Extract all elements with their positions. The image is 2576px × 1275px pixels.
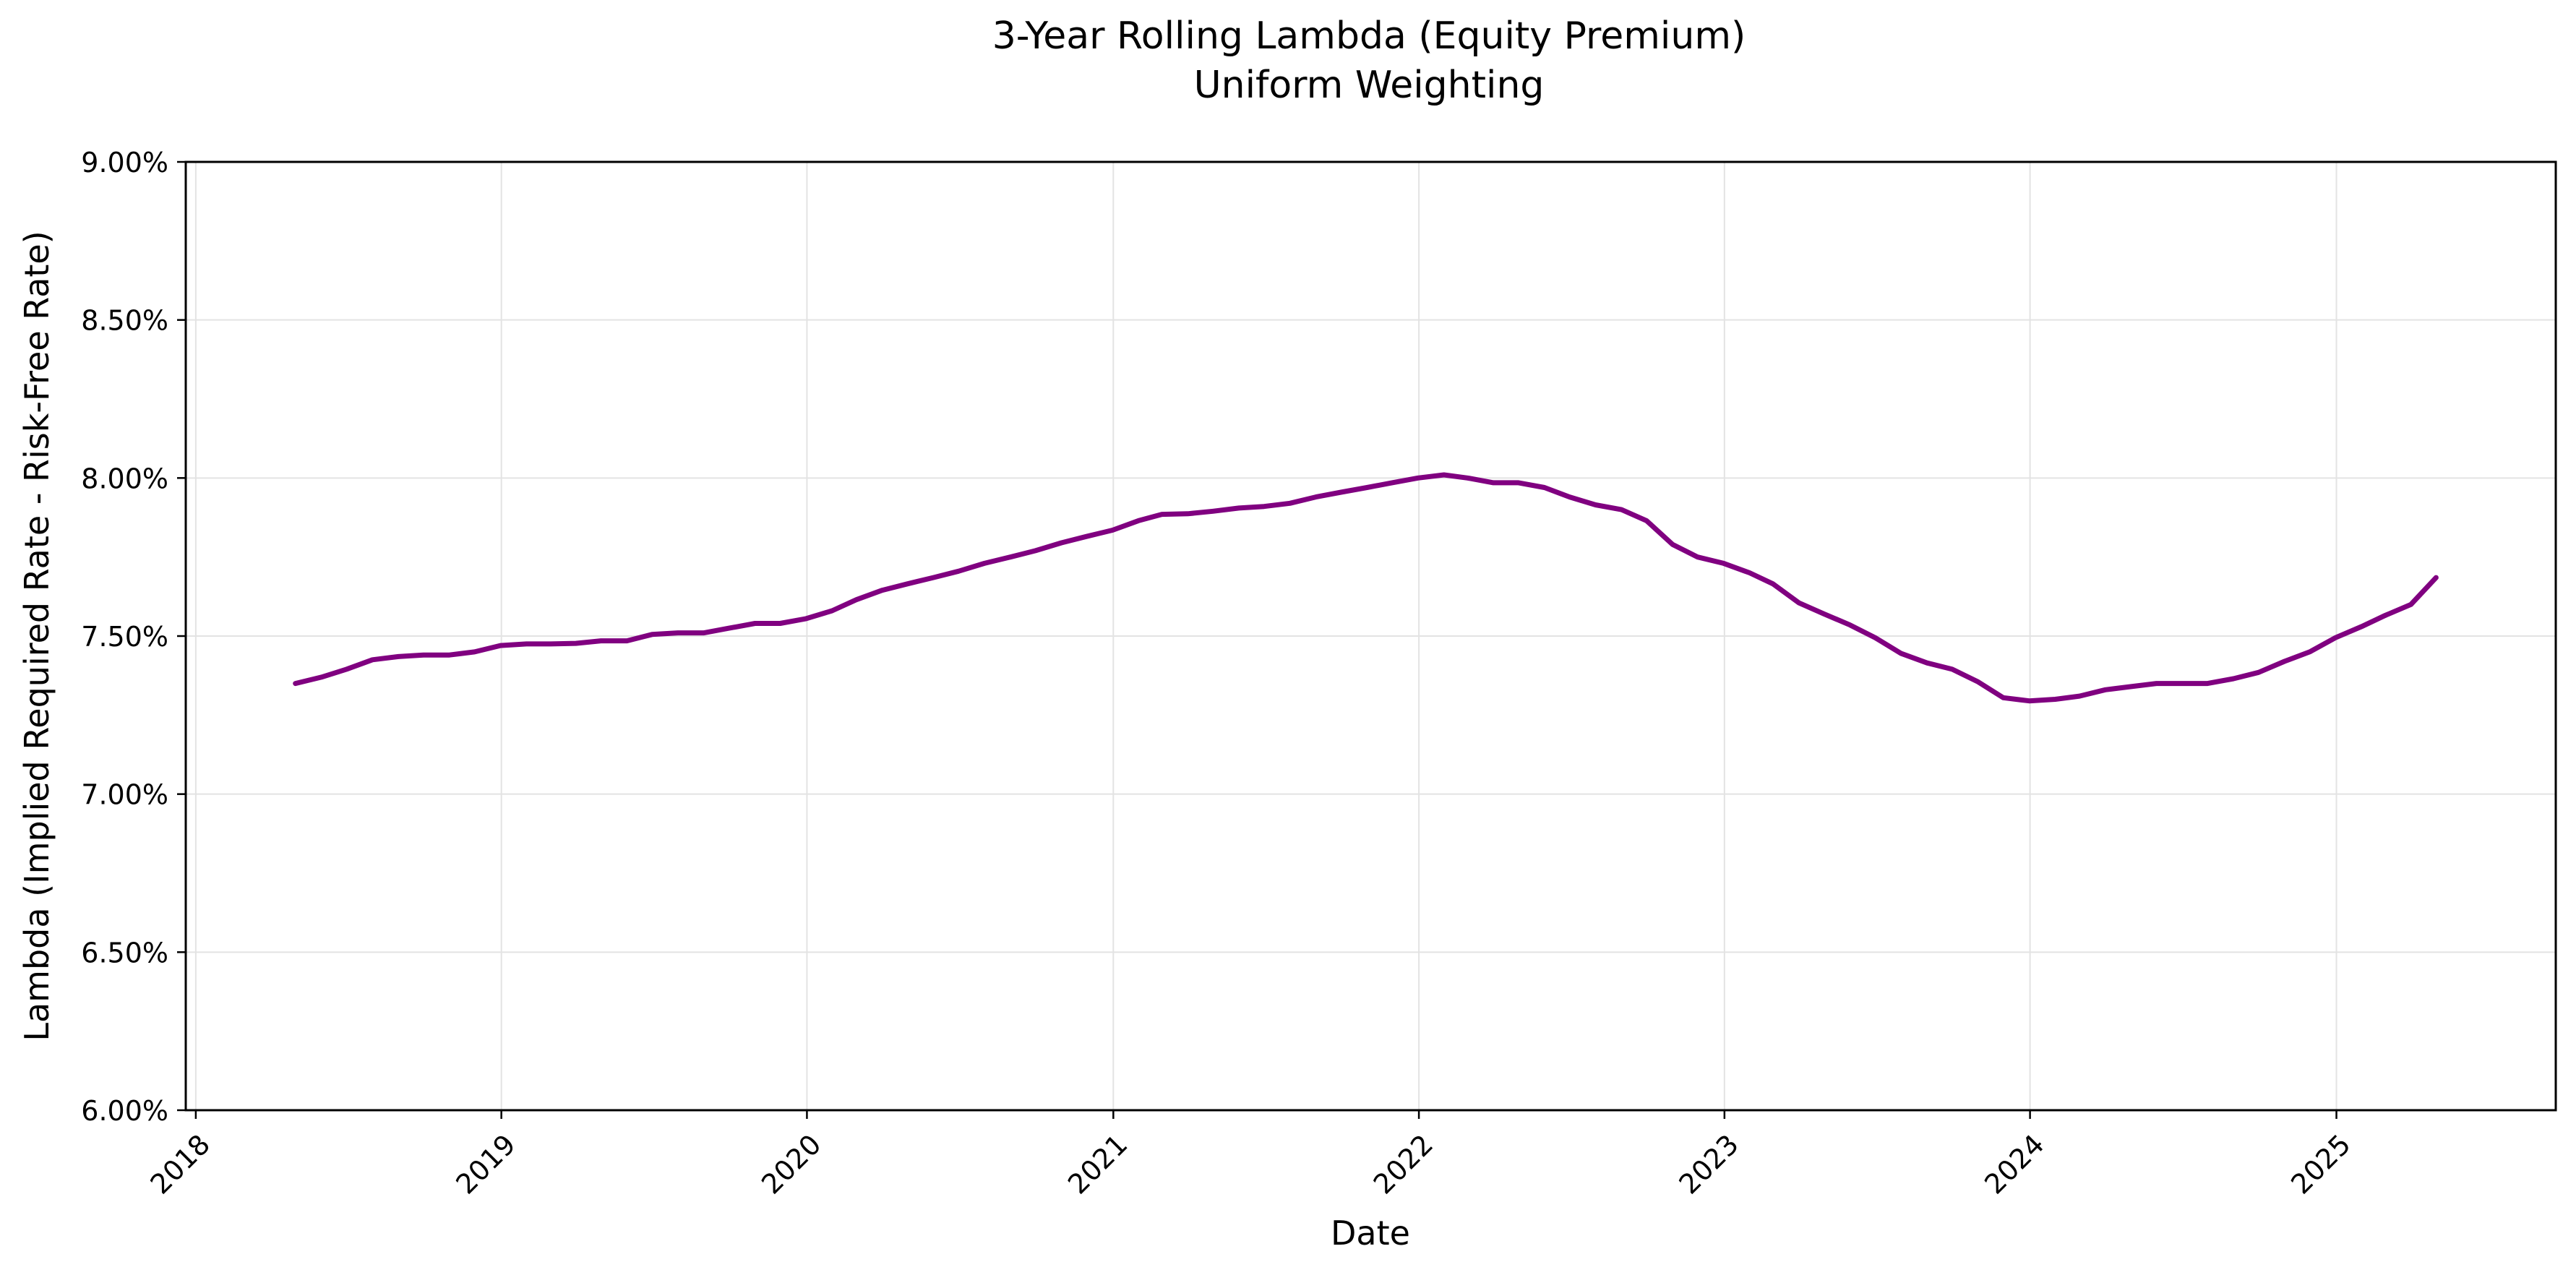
y-tick-label: 8.00% [81, 463, 168, 494]
x-tick-label: 2022 [1368, 1128, 1440, 1201]
y-tick-label: 7.00% [81, 779, 168, 811]
chart-title-line2: Uniform Weighting [1194, 64, 1545, 107]
x-axis-label: Date [1331, 1214, 1410, 1253]
x-tick-label: 2018 [145, 1128, 217, 1201]
y-tick-label: 6.50% [81, 937, 168, 969]
y-tick-label: 9.00% [81, 147, 168, 179]
x-tick-label: 2021 [1062, 1128, 1134, 1201]
y-axis-label: Lambda (Implied Required Rate - Risk-Fre… [17, 231, 56, 1041]
chart-title: 3-Year Rolling Lambda (Equity Premium) U… [992, 14, 1746, 107]
x-tick-label: 2024 [1978, 1128, 2051, 1201]
x-tick-label: 2020 [755, 1128, 828, 1201]
y-tick-label: 8.50% [81, 305, 168, 337]
y-axis: 6.00% 6.50% 7.00% 7.50% 8.00% 8.50% 9.00% [81, 147, 186, 1127]
chart-title-line1: 3-Year Rolling Lambda (Equity Premium) [992, 14, 1746, 58]
x-tick-label: 2023 [1673, 1128, 1746, 1201]
x-tick-label: 2025 [2285, 1128, 2357, 1201]
x-axis: 2018 2019 2020 2021 2022 2023 2024 2025 [145, 1110, 2357, 1201]
y-tick-label: 6.00% [81, 1095, 168, 1127]
y-tick-label: 7.50% [81, 621, 168, 653]
grid [186, 161, 2556, 1111]
x-tick-label: 2019 [450, 1128, 522, 1201]
series-line [293, 472, 2439, 704]
